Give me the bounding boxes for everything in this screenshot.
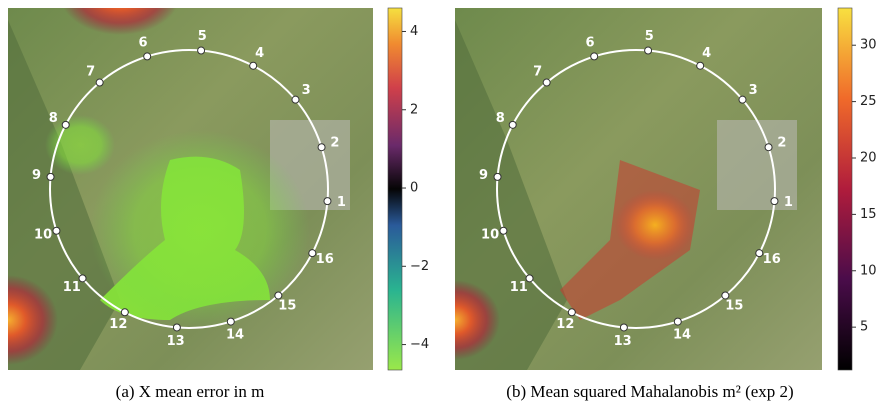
waypoint-label: 1 (337, 195, 346, 210)
map-b (410, 8, 822, 370)
waypoint (543, 79, 550, 86)
figure: (a) X mean error in m (b) Mean squared M… (0, 0, 878, 411)
waypoint (765, 144, 772, 151)
colorbar-tick-label: 0 (410, 181, 418, 196)
waypoint (509, 121, 516, 128)
waypoint-label: 12 (556, 317, 574, 332)
colorbar-tick-label: 10 (860, 263, 877, 278)
waypoint-label: 6 (138, 36, 147, 51)
waypoint (568, 309, 575, 316)
waypoint-label: 16 (316, 252, 334, 267)
waypoint (324, 198, 331, 205)
waypoint-label: 2 (330, 135, 339, 150)
waypoint-label: 4 (702, 46, 711, 61)
waypoint-label: 8 (496, 111, 505, 126)
waypoint (227, 318, 234, 325)
waypoint-label: 4 (255, 46, 264, 61)
colorbar-tick-label: 4 (410, 24, 418, 39)
waypoint-label: 12 (109, 317, 127, 332)
waypoint (697, 62, 704, 69)
waypoint-label: 8 (49, 111, 58, 126)
waypoint (292, 96, 299, 103)
waypoint-label: 11 (63, 280, 81, 295)
waypoint (173, 324, 180, 331)
waypoint-label: 16 (763, 252, 781, 267)
colorbar-tick-label: 20 (860, 150, 877, 165)
waypoint-label: 15 (725, 299, 743, 314)
waypoint (645, 47, 652, 54)
caption: (a) X mean error in m (116, 382, 265, 401)
waypoint (62, 121, 69, 128)
waypoint-label: 11 (510, 280, 528, 295)
waypoint-label: 2 (777, 135, 786, 150)
waypoint-label: 3 (302, 83, 311, 98)
colorbar (838, 8, 852, 370)
waypoint (198, 47, 205, 54)
waypoint (620, 324, 627, 331)
waypoint (47, 173, 54, 180)
waypoint (500, 227, 507, 234)
captions: (a) X mean error in m (b) Mean squared M… (116, 382, 794, 401)
waypoint-label: 9 (479, 168, 488, 183)
colorbar-tick-label: 5 (860, 320, 868, 335)
waypoint-label: 13 (614, 334, 632, 349)
waypoint-label: 3 (749, 83, 758, 98)
waypoint (591, 53, 598, 60)
caption: (b) Mean squared Mahalanobis m² (exp 2) (506, 382, 793, 401)
waypoint (318, 144, 325, 151)
page: {"waypoints": ["1", "2", "3", "4", "5", … (0, 0, 878, 411)
waypoint-label: 13 (167, 334, 185, 349)
waypoint-label: 7 (533, 64, 542, 79)
waypoint (121, 309, 128, 316)
waypoint (771, 198, 778, 205)
colorbar-tick-label: 15 (860, 207, 877, 222)
waypoint (250, 62, 257, 69)
waypoint-label: 10 (34, 228, 52, 243)
map-a (0, 0, 373, 370)
waypoint-label: 9 (32, 168, 41, 183)
waypoint-label: 10 (481, 228, 499, 243)
waypoint (739, 96, 746, 103)
waypoint-label: 5 (645, 29, 654, 44)
waypoint (144, 53, 151, 60)
colorbar (388, 8, 402, 370)
colorbar-tick-label: 25 (860, 94, 877, 109)
waypoint-label: 1 (784, 195, 793, 210)
waypoint-label: 14 (226, 327, 244, 342)
waypoint-label: 5 (198, 29, 207, 44)
waypoint (96, 79, 103, 86)
colorbar-tick-label: −2 (410, 259, 429, 274)
waypoint-label: 6 (585, 36, 594, 51)
waypoint (674, 318, 681, 325)
colorbar-tick-label: −4 (410, 337, 429, 352)
colorbar-tick-label: 2 (410, 102, 418, 117)
colorbar-tick-label: 30 (860, 38, 877, 53)
waypoint (494, 173, 501, 180)
waypoint-label: 7 (86, 64, 95, 79)
waypoint-label: 15 (278, 299, 296, 314)
waypoint-label: 14 (673, 327, 691, 342)
waypoint (53, 227, 60, 234)
